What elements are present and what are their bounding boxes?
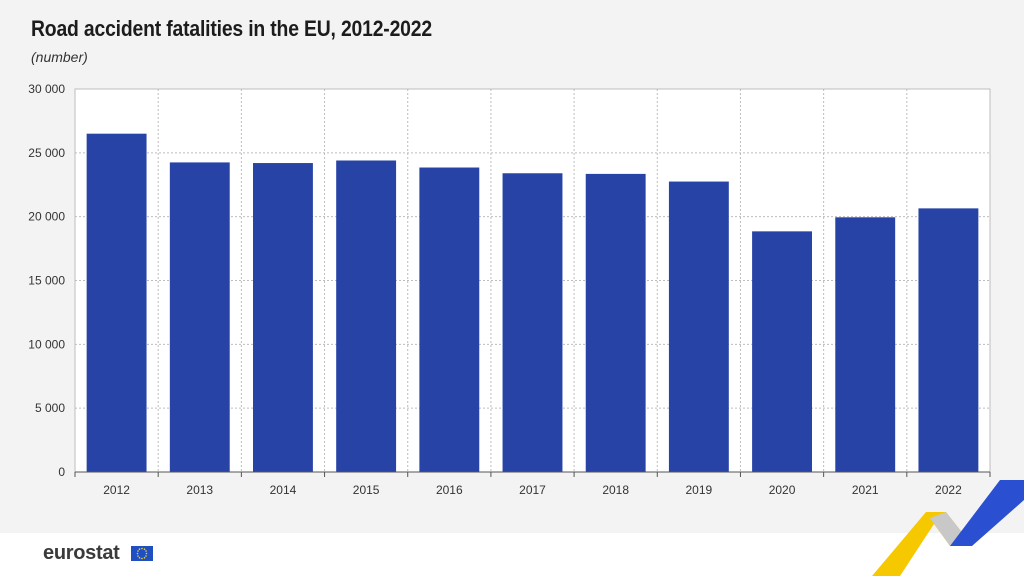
x-tick-label: 2013 — [186, 483, 213, 497]
x-tick-label: 2022 — [935, 483, 962, 497]
bar-2012 — [86, 133, 147, 472]
bar-2013 — [169, 162, 230, 473]
x-tick-label: 2016 — [436, 483, 463, 497]
footer-bar — [0, 533, 1024, 576]
bar-2014 — [253, 163, 313, 472]
chart-title: Road accident fatalities in the EU, 2012… — [31, 16, 432, 41]
bar-2019 — [668, 181, 729, 472]
y-tick-label: 30 000 — [28, 82, 65, 96]
bar-2018 — [585, 173, 646, 473]
y-tick-label: 20 000 — [28, 210, 65, 224]
x-tick-label: 2021 — [852, 483, 879, 497]
x-tick-label: 2017 — [519, 483, 546, 497]
y-tick-label: 0 — [58, 465, 65, 479]
y-tick-label: 10 000 — [28, 337, 65, 351]
eu-flag-icon — [131, 546, 153, 561]
y-tick-label: 15 000 — [28, 274, 65, 288]
bar-2015 — [336, 160, 397, 472]
chart-subtitle: (number) — [31, 49, 88, 65]
y-tick-label: 25 000 — [28, 146, 65, 160]
bar-2021 — [835, 217, 896, 472]
x-tick-label: 2014 — [270, 483, 297, 497]
x-tick-label: 2012 — [103, 483, 130, 497]
bar-2022 — [918, 208, 979, 472]
x-tick-label: 2020 — [769, 483, 796, 497]
bar-2016 — [419, 167, 480, 472]
y-tick-label: 5 000 — [35, 401, 65, 415]
bar-chart: 0 5 000 10 000 15 000 20 000 25 000 30 000 2012… — [28, 82, 991, 497]
bar-2020 — [752, 231, 812, 472]
bar-2017 — [502, 173, 563, 472]
eurostat-logo: eurostat — [43, 542, 120, 564]
x-tick-label: 2015 — [353, 483, 380, 497]
x-tick-label: 2018 — [602, 483, 629, 497]
x-tick-label: 2019 — [686, 483, 713, 497]
